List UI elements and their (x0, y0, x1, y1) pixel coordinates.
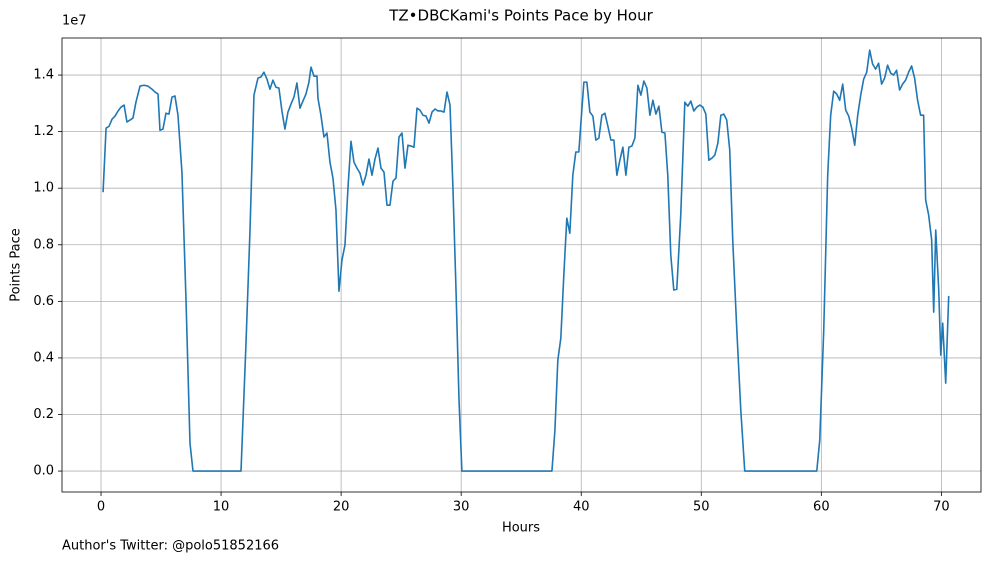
y-tick-label: 1.0 (33, 181, 54, 196)
y-tick-label: 0.2 (33, 407, 54, 422)
y-tick-label: 0.4 (33, 350, 54, 365)
x-tick-label: 70 (933, 500, 950, 515)
footnote: Author's Twitter: @polo51852166 (62, 539, 279, 554)
y-tick-label: 0.6 (33, 294, 54, 309)
chart-title: TZ•DBCKami's Points Pace by Hour (388, 7, 653, 25)
x-tick-label: 10 (213, 500, 230, 515)
y-tick-label: 0.0 (33, 464, 54, 479)
y-tick-label: 0.8 (33, 237, 54, 252)
y-offset-label: 1e7 (62, 14, 87, 29)
x-tick-label: 40 (573, 500, 590, 515)
x-tick-label: 60 (813, 500, 830, 515)
data-line (102, 49, 950, 472)
x-tick-label: 0 (97, 500, 105, 515)
x-tick-label: 20 (333, 500, 350, 515)
y-axis-label: Points Pace (9, 228, 24, 302)
x-tick-label: 30 (453, 500, 470, 515)
plot-frame (61, 37, 982, 493)
x-tick-label: 50 (693, 500, 710, 515)
y-tick-label: 1.2 (33, 124, 54, 139)
y-tick-label: 1.4 (33, 68, 54, 83)
x-axis-label: Hours (502, 521, 540, 536)
